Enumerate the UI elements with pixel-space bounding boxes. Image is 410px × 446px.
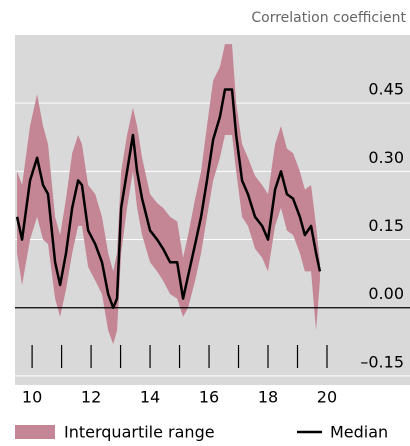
interquartile-band [17, 44, 320, 345]
x-tick-label: 18 [258, 388, 278, 407]
x-tick-label: 20 [317, 388, 337, 407]
legend-swatch [15, 425, 55, 439]
y-tick-label: 0.45 [368, 80, 404, 99]
legend-label: Median [330, 423, 388, 442]
y-tick-label: 0.15 [368, 216, 404, 235]
legend-label: Interquartile range [64, 423, 215, 442]
y-axis-label: Correlation coefficient [251, 10, 406, 26]
x-tick-label: 10 [22, 388, 42, 407]
y-tick-label: –0.15 [360, 352, 404, 371]
y-tick-label: 0.30 [368, 148, 404, 167]
y-tick-label: 0.00 [368, 284, 404, 303]
x-tick-label: 16 [199, 388, 219, 407]
median-line [15, 88, 322, 309]
x-tick-label: 12 [81, 388, 101, 407]
x-tick-label: 14 [140, 388, 160, 407]
